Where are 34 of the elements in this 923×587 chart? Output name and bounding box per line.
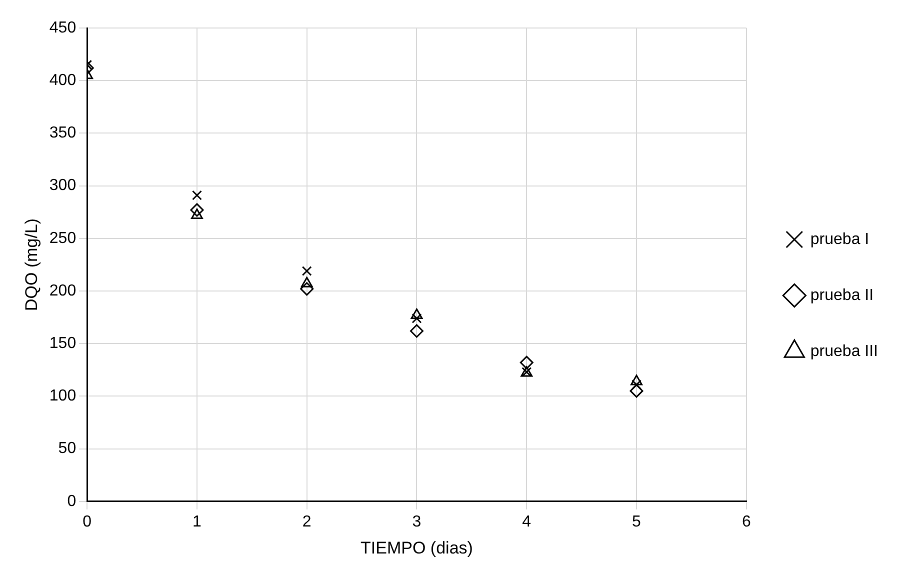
y-tick-label: 250: [49, 230, 76, 247]
x-tick-label: 2: [302, 513, 312, 530]
point: [520, 356, 534, 370]
x-tick-label: 4: [522, 513, 532, 530]
y-tick-label: 100: [49, 388, 76, 405]
legend-label: prueba I: [810, 230, 870, 248]
point: [300, 276, 313, 288]
point: [300, 282, 314, 296]
point: [410, 308, 423, 319]
point: [630, 384, 644, 398]
point: [191, 208, 203, 220]
y-tick-label: 450: [49, 19, 76, 36]
point: [192, 190, 202, 200]
y-tick-label: 300: [49, 177, 76, 194]
point: [410, 324, 424, 338]
x-tick-label: 0: [82, 513, 92, 530]
point: [630, 374, 642, 386]
point: [412, 313, 422, 324]
x-tick-label: 1: [192, 513, 202, 530]
x-tick-label: 5: [632, 513, 642, 530]
point: [302, 266, 312, 276]
x-tick-label: 6: [742, 513, 751, 530]
y-tick-label: 50: [58, 440, 76, 458]
x-tick-label: 3: [412, 513, 422, 530]
y-tick-label: 400: [49, 72, 76, 90]
point: [190, 203, 204, 217]
legend-label: prueba III: [810, 342, 878, 360]
y-tick-label: 150: [49, 335, 76, 352]
y-tick-label: 350: [49, 124, 76, 142]
y-tick-label: 200: [49, 282, 76, 300]
y-tick-label: 0: [67, 492, 76, 510]
x-axis-title: TIEMPO (dias): [360, 538, 473, 558]
y-axis-title: DQO (mg/L): [22, 218, 41, 311]
legend-label: prueba II: [810, 286, 874, 304]
